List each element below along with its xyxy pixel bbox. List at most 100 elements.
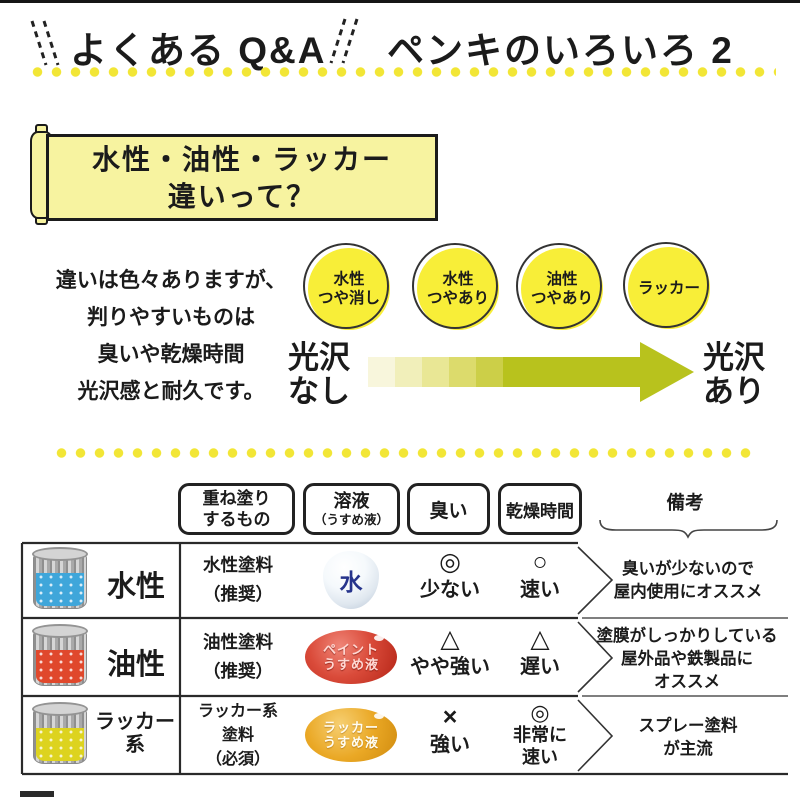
dry-symbol: △ bbox=[530, 625, 550, 653]
slash-marks-left-icon bbox=[30, 20, 60, 66]
blob-label: うすめ液 bbox=[322, 735, 379, 750]
circle-label: つやあり bbox=[426, 290, 489, 307]
dry-label: 非常に bbox=[513, 725, 567, 745]
name-line: 系 bbox=[125, 734, 145, 756]
row-name-oil: 油性 bbox=[106, 649, 165, 681]
gloss-none-line1: 光沢 bbox=[288, 340, 350, 375]
blob-label: うすめ液 bbox=[322, 657, 379, 672]
dry-symbol: ○ bbox=[532, 548, 548, 576]
droplet-label: 水 bbox=[339, 569, 363, 595]
recoat-line: 水性塗料 bbox=[203, 555, 273, 575]
row-lacquer-note: スプレー塗料 が主流 bbox=[588, 715, 788, 761]
blob-label: ラッカー bbox=[322, 720, 379, 735]
can-liquid-blue bbox=[36, 573, 84, 606]
can-liquid-red bbox=[36, 650, 84, 683]
row-lacquer-smell: × 強い bbox=[405, 704, 495, 760]
gloss-none-line2: なし bbox=[288, 374, 350, 409]
note-line: スプレー塗料 bbox=[638, 717, 738, 735]
lacquer-thinner-blob-icon: ラッカー うすめ液 bbox=[305, 708, 397, 762]
intro-line-3: 臭いや乾燥時間 bbox=[97, 343, 245, 366]
bottom-edge-fragment bbox=[20, 791, 54, 797]
slash-marks-right-icon bbox=[329, 18, 359, 64]
can-rim bbox=[32, 702, 88, 716]
gloss-circle-water-glossy: 水性 つやあり bbox=[412, 243, 499, 330]
recoat-line: ラッカー系 bbox=[197, 703, 278, 720]
col-header-solvent-line2: （うすめ液） bbox=[313, 512, 389, 527]
gloss-circle-lacquer: ラッカー bbox=[623, 242, 710, 329]
gloss-yes-label: 光沢 あり bbox=[703, 341, 765, 409]
gloss-yes-line2: あり bbox=[703, 374, 765, 409]
smell-symbol: ◎ bbox=[439, 548, 461, 576]
page-title-right: ペンキのいろいろ 2 bbox=[387, 30, 734, 71]
smell-symbol: × bbox=[442, 703, 458, 731]
water-droplet-icon: 水 bbox=[323, 551, 379, 609]
note-line: 屋外品や鉄製品に bbox=[621, 650, 753, 668]
row-lacquer-recoat: ラッカー系 塗料 （必須） bbox=[182, 700, 294, 772]
col-header-dry-label: 乾燥時間 bbox=[506, 501, 574, 521]
recoat-line: （推奨） bbox=[203, 584, 273, 604]
circle-label: 油性 bbox=[546, 271, 578, 288]
note-line: 屋内使用にオススメ bbox=[613, 583, 763, 601]
dry-label: 速い bbox=[522, 747, 558, 767]
circle-label: ラッカー bbox=[637, 279, 700, 297]
col-header-recoat-line1: 重ね塗り bbox=[202, 489, 271, 508]
col-header-recoat-line2: するもの bbox=[202, 510, 271, 529]
row-water-dry: ○ 速い bbox=[496, 549, 584, 605]
smell-symbol: △ bbox=[440, 625, 460, 653]
can-liquid-yellow bbox=[36, 728, 84, 761]
row-water-smell: ◎ 少ない bbox=[405, 549, 495, 605]
row-name-lacquer: ラッカー 系 bbox=[90, 711, 180, 757]
can-rim bbox=[32, 624, 88, 638]
smell-label: 強い bbox=[430, 734, 470, 756]
recoat-line: 油性塗料 bbox=[203, 632, 273, 652]
col-header-solvent-line1: 溶液 bbox=[333, 490, 370, 511]
row-name-water: 水性 bbox=[106, 571, 165, 603]
row-lacquer-dry: ◎ 非常に 速い bbox=[496, 701, 584, 768]
row-oil-note: 塗膜がしっかりしている 屋外品や鉄製品に オススメ bbox=[582, 625, 792, 694]
col-header-smell-label: 臭い bbox=[429, 500, 468, 522]
intro-text: 違いは色々ありますが、 判りやすいものは 臭いや乾燥時間 光沢感と耐久です。 bbox=[40, 262, 302, 410]
recoat-line: （必須） bbox=[205, 751, 270, 768]
col-header-smell: 臭い bbox=[407, 483, 490, 535]
note-line: 臭いが少ないので bbox=[622, 560, 754, 578]
blob-label: ペイント bbox=[322, 642, 379, 657]
gloss-circle-water-matte: 水性 つや消し bbox=[303, 243, 390, 330]
top-border-rule bbox=[0, 0, 800, 3]
note-underbrace-icon bbox=[599, 519, 778, 539]
table-grid-lines bbox=[20, 541, 788, 776]
circle-label: つやあり bbox=[530, 290, 593, 307]
paint-can-water-icon bbox=[32, 547, 88, 609]
col-header-dry-time: 乾燥時間 bbox=[498, 483, 582, 535]
col-header-solvent: 溶液 （うすめ液） bbox=[303, 483, 400, 535]
dotted-divider-top bbox=[28, 66, 776, 78]
paint-can-oil-icon bbox=[32, 624, 88, 686]
col-header-recoat: 重ね塗り するもの bbox=[178, 483, 295, 535]
row-oil-smell: △ やや強い bbox=[400, 626, 500, 682]
smell-label: やや強い bbox=[410, 656, 490, 678]
dry-label: 遅い bbox=[520, 656, 560, 678]
paint-can-lacquer-icon bbox=[32, 702, 88, 764]
can-rim bbox=[32, 547, 88, 561]
paint-thinner-blob-icon: ペイント うすめ液 bbox=[305, 630, 397, 684]
col-header-note: 備考 bbox=[666, 492, 704, 513]
dry-symbol: ◎ bbox=[530, 700, 550, 725]
gloss-gradient-arrow-icon bbox=[368, 342, 694, 402]
gloss-circle-oil-glossy: 油性 つやあり bbox=[516, 243, 603, 330]
intro-line-1: 違いは色々ありますが、 bbox=[55, 269, 287, 292]
recoat-line: 塗料 bbox=[221, 727, 254, 744]
page-title-left: よくある Q&A bbox=[70, 30, 327, 71]
gloss-yes-line1: 光沢 bbox=[703, 340, 765, 375]
circle-label: 水性 bbox=[333, 271, 365, 288]
row-oil-dry: △ 遅い bbox=[496, 626, 584, 682]
intro-line-4: 光沢感と耐久です。 bbox=[77, 380, 265, 403]
circle-label: つや消し bbox=[317, 290, 380, 307]
question-line-2: 違いって？ bbox=[167, 180, 317, 212]
note-line: オススメ bbox=[654, 673, 720, 691]
circle-label: 水性 bbox=[442, 271, 474, 288]
row-water-note: 臭いが少ないので 屋内使用にオススメ bbox=[588, 558, 788, 604]
intro-line-2: 判りやすいものは bbox=[87, 306, 255, 329]
row-oil-recoat: 油性塗料 （推奨） bbox=[182, 628, 294, 686]
dry-label: 速い bbox=[520, 579, 560, 601]
smell-label: 少ない bbox=[420, 579, 480, 601]
